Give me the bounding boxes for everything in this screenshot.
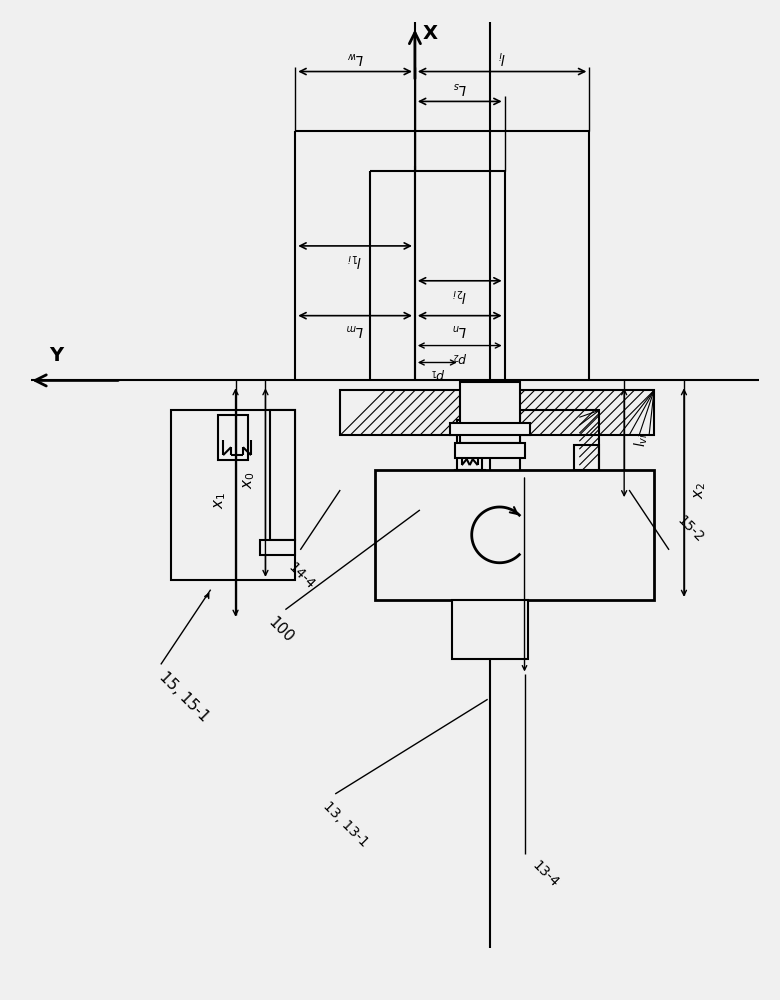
Text: 15-2: 15-2 [674,513,706,545]
Text: $l_{vi}$: $l_{vi}$ [632,433,650,447]
Text: $x_1$: $x_1$ [212,491,228,509]
Bar [171,410,296,580]
Text: 15, 15-1: 15, 15-1 [156,669,211,725]
Text: $x_2$: $x_2$ [692,481,707,499]
Bar [340,390,654,435]
Text: Y: Y [49,346,63,365]
Bar [459,382,519,443]
Bar [457,420,482,470]
Text: $p_1$: $p_1$ [430,366,445,380]
Text: 13, 13-1: 13, 13-1 [321,799,371,850]
Text: $L_s$: $L_s$ [452,79,467,95]
Text: $l_{1i}$: $l_{1i}$ [348,251,363,268]
Text: 13-4: 13-4 [530,859,562,891]
Text: X: X [423,24,438,43]
Bar [452,600,527,659]
Bar [455,443,524,458]
Text: $l_i$: $l_i$ [498,48,506,66]
Bar [218,415,248,460]
Text: $p_2$: $p_2$ [452,350,467,364]
Bar [450,423,530,435]
Text: 14-4: 14-4 [285,560,317,592]
Text: $l_{2i}$: $l_{2i}$ [452,286,467,303]
Bar [455,470,484,490]
Text: $x_0$: $x_0$ [242,471,257,489]
Bar [261,540,296,555]
Bar [271,410,296,540]
Bar [519,410,599,475]
Text: $L_m$: $L_m$ [346,321,364,337]
Text: $L_w$: $L_w$ [346,49,364,66]
Bar [375,470,654,600]
Text: $L_n$: $L_n$ [452,321,467,337]
Text: 100: 100 [265,615,296,646]
Bar [574,445,599,470]
